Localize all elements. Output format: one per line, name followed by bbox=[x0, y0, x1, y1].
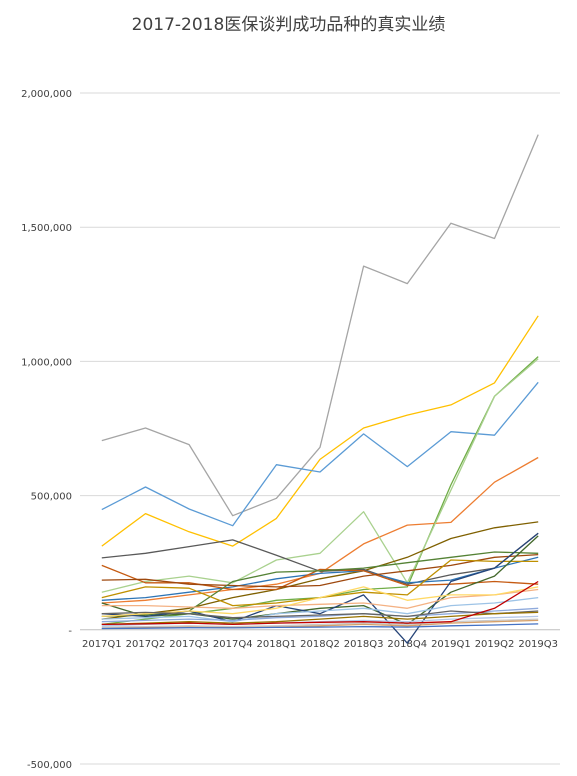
y-tick-label: 2,000,000 bbox=[21, 89, 72, 100]
series-lines bbox=[101, 134, 539, 644]
gridlines bbox=[80, 92, 560, 765]
series-line-1 bbox=[101, 134, 539, 517]
series-line-17 bbox=[101, 586, 539, 618]
series-line-21 bbox=[101, 611, 539, 626]
series-line-26 bbox=[101, 623, 539, 630]
y-tick-label: -500,000 bbox=[27, 760, 72, 771]
series-line-7 bbox=[101, 521, 539, 620]
chart-title: 2017-2018医保谈判成功品种的真实业绩 bbox=[131, 15, 446, 35]
series-line-20 bbox=[101, 610, 539, 619]
series-line-16 bbox=[101, 588, 539, 609]
y-tick-label: 1,500,000 bbox=[21, 223, 72, 234]
series-line-2 bbox=[101, 315, 539, 547]
y-tick-label: - bbox=[68, 626, 72, 637]
x-tick-label: 2017Q2 bbox=[126, 639, 166, 650]
x-tick-label: 2017Q1 bbox=[82, 639, 122, 650]
x-tick-label: 2019Q1 bbox=[431, 639, 471, 650]
x-axis-ticks: 2017Q1 2017Q2 2017Q3 2017Q4 2018Q1 2018Q2 2018… bbox=[82, 639, 558, 650]
series-line-19 bbox=[101, 607, 539, 623]
x-tick-label: 2018Q4 bbox=[387, 639, 427, 650]
x-tick-label: 2019Q2 bbox=[475, 639, 515, 650]
x-tick-label: 2019Q3 bbox=[518, 639, 558, 650]
series-line-14 bbox=[101, 535, 539, 626]
x-tick-label: 2018Q2 bbox=[300, 639, 340, 650]
series-line-6 bbox=[101, 358, 539, 593]
x-tick-label: 2017Q3 bbox=[169, 639, 209, 650]
series-line-3 bbox=[101, 381, 539, 527]
y-axis-ticks: 2,000,000 1,500,000 1,000,000 500,000 - -500,… bbox=[21, 89, 72, 771]
series-line-23 bbox=[101, 618, 539, 628]
series-line-9 bbox=[101, 556, 539, 601]
x-tick-label: 2018Q1 bbox=[257, 639, 297, 650]
series-line-11 bbox=[101, 553, 539, 588]
series-line-18 bbox=[101, 596, 539, 623]
x-tick-label: 2018Q3 bbox=[344, 639, 384, 650]
series-line-8 bbox=[101, 532, 539, 585]
y-tick-label: 500,000 bbox=[31, 492, 72, 503]
y-tick-label: 1,000,000 bbox=[21, 357, 72, 368]
series-line-25 bbox=[101, 580, 539, 626]
x-tick-label: 2017Q4 bbox=[213, 639, 253, 650]
